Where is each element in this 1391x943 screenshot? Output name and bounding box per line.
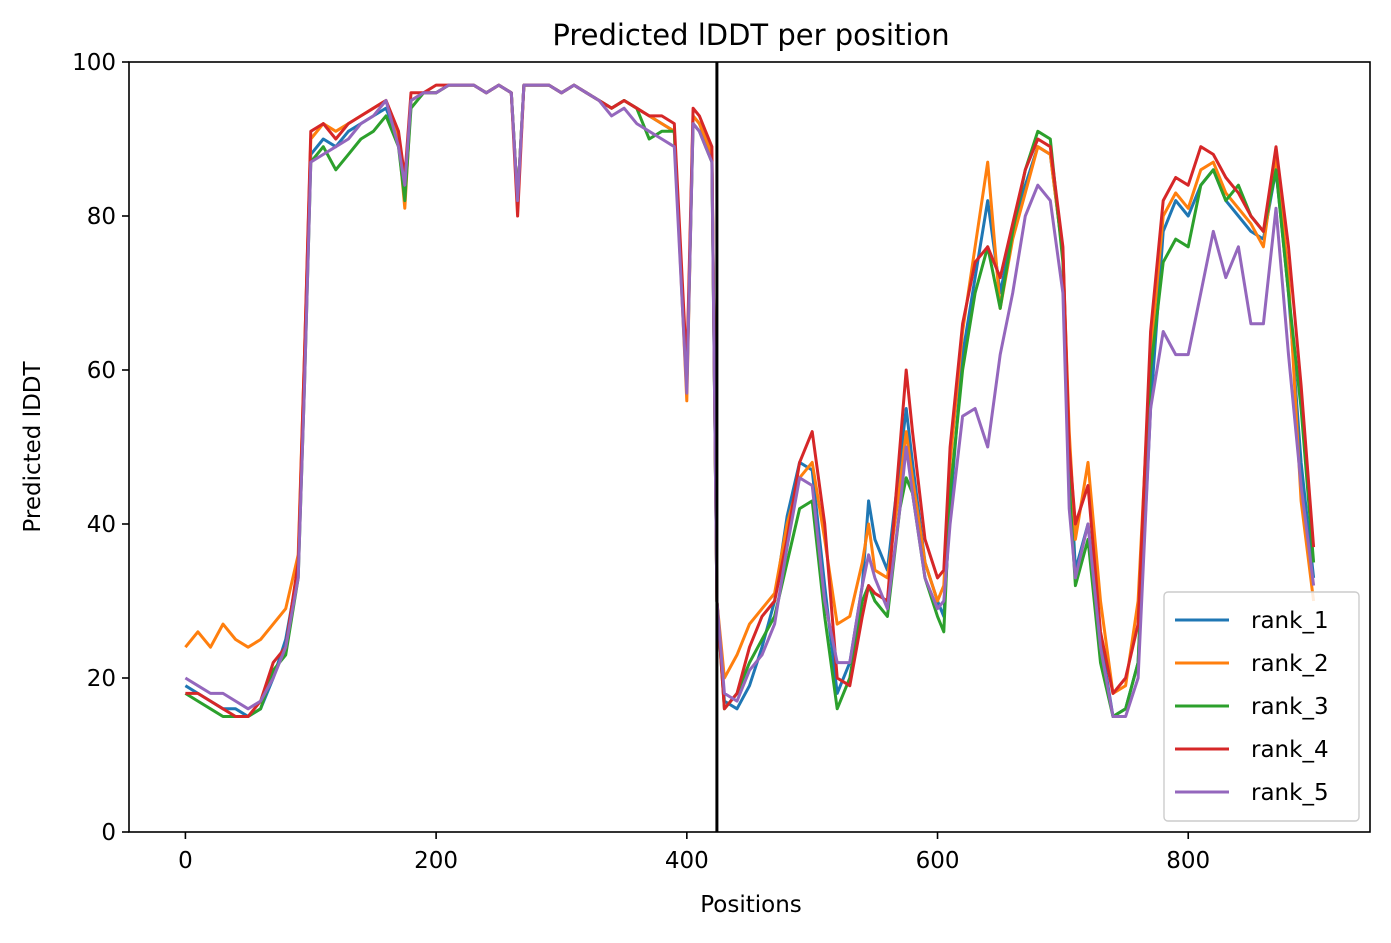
series-line-rank_5	[184, 83, 1316, 718]
plot-area: 0 200 400 600 800020406080100rank_1rank_2ran…	[72, 50, 1371, 874]
x-tick-label: 0	[178, 848, 193, 874]
x-tick-label: 800	[1166, 848, 1210, 874]
chart-title: Predicted lDDT per position	[552, 18, 949, 52]
legend-label-rank_4: rank_4	[1251, 737, 1329, 763]
y-tick-label: 20	[87, 666, 116, 692]
y-tick-label: 100	[72, 50, 116, 76]
legend-box	[1163, 591, 1360, 822]
legend-label-rank_3: rank_3	[1251, 694, 1329, 720]
y-axis-label: Predicted lDDT	[20, 360, 46, 532]
legend: rank_1 rank_2 rank_3 rank_4 rank_5	[1163, 591, 1360, 822]
x-tick-label: 200	[414, 848, 458, 874]
x-axis-label: Positions	[700, 892, 802, 918]
series-line-rank_4	[185, 83, 1316, 718]
legend-label-rank_5: rank_5	[1251, 780, 1329, 806]
y-tick-label: 0	[101, 820, 116, 846]
y-tick-label: 60	[87, 358, 116, 384]
y-tick-label: 40	[87, 512, 116, 538]
legend-label-rank_1: rank_1	[1251, 608, 1329, 634]
y-tick-label: 80	[87, 204, 116, 230]
x-tick-label: 400	[665, 848, 709, 874]
x-tick-label: 600	[916, 848, 960, 874]
axes-frame	[128, 61, 1371, 833]
series-group	[184, 83, 1316, 718]
legend-label-rank_2: rank_2	[1251, 651, 1329, 677]
